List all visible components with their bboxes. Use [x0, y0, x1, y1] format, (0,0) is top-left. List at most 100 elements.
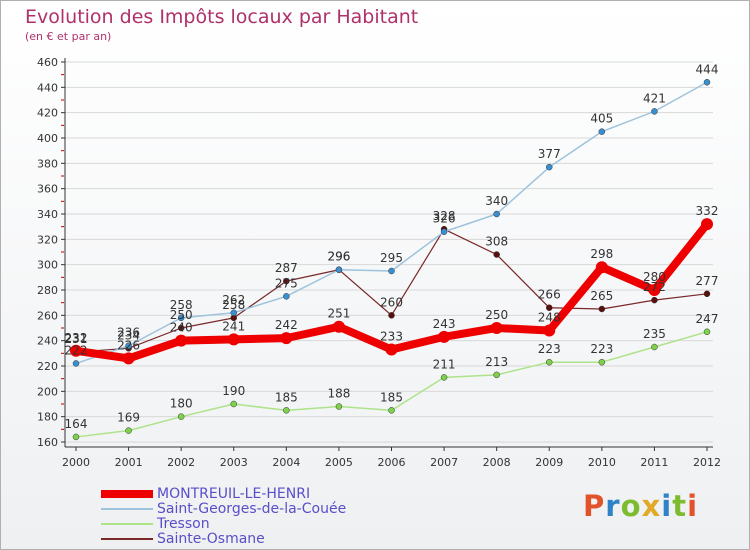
y-tick-label: 320 [37, 233, 58, 246]
data-point [598, 128, 606, 135]
x-tick-label: 2005 [325, 456, 353, 469]
y-tick-label: 240 [37, 335, 58, 348]
data-point [493, 210, 500, 218]
data-label: 223 [538, 342, 561, 356]
data-label: 213 [485, 355, 508, 369]
x-tick-label: 2002 [167, 456, 195, 469]
data-point [598, 358, 606, 366]
y-tick-label: 280 [37, 284, 58, 297]
data-point [72, 360, 80, 367]
data-label: 185 [380, 390, 403, 404]
data-label: 232 [65, 331, 88, 345]
data-label: 226 [117, 338, 140, 352]
data-point [543, 324, 556, 337]
data-point [595, 261, 608, 274]
data-label: 235 [643, 327, 666, 341]
y-tick-label: 200 [37, 385, 58, 398]
data-point [177, 413, 185, 420]
data-point [388, 407, 395, 414]
data-label: 248 [538, 311, 561, 325]
data-point [651, 296, 658, 304]
data-point [546, 304, 553, 311]
legend-swatch [101, 537, 153, 540]
data-label: 180 [170, 397, 193, 411]
data-label: 298 [590, 247, 613, 261]
legend-swatch [101, 489, 153, 498]
y-tick-label: 400 [37, 132, 58, 145]
y-tick-label: 440 [37, 81, 58, 94]
data-point [651, 343, 658, 351]
data-point [493, 371, 500, 379]
data-label: 272 [643, 280, 666, 294]
logo-letter: x [641, 489, 662, 523]
data-point [283, 293, 290, 300]
chart-subtitle: (en € et par an) [25, 30, 112, 43]
logo-letter: r [605, 489, 621, 523]
x-tick-label: 2007 [430, 456, 458, 469]
data-point [703, 79, 711, 86]
data-label: 308 [485, 235, 508, 249]
data-label: 260 [380, 295, 403, 309]
data-point [125, 427, 132, 434]
x-tick-label: 2009 [535, 456, 563, 469]
data-label: 247 [696, 312, 719, 326]
data-point [493, 251, 500, 258]
x-tick-label: 2003 [220, 456, 248, 469]
data-label: 296 [327, 250, 350, 264]
data-point [701, 218, 713, 231]
data-label: 211 [433, 357, 456, 371]
y-tick-label: 300 [37, 259, 58, 272]
data-label: 231 [65, 332, 88, 346]
data-label: 332 [696, 204, 719, 218]
data-point [648, 284, 661, 296]
data-point [280, 332, 293, 345]
logo-letter: i [661, 489, 673, 523]
x-tick-label: 2001 [115, 456, 143, 469]
data-label: 326 [433, 212, 456, 226]
data-label: 243 [433, 317, 456, 331]
data-label: 262 [222, 293, 245, 307]
legend-item: Sainte-Osmane [101, 531, 346, 547]
legend-label: Tresson [157, 515, 210, 532]
data-point [283, 407, 290, 414]
data-label: 185 [275, 390, 298, 404]
y-tick-label: 160 [37, 436, 58, 449]
data-point [651, 108, 658, 115]
chart-title: Evolution des Impôts locaux par Habitant [25, 6, 419, 28]
y-tick-label: 260 [37, 309, 58, 322]
y-tick-label: 420 [37, 107, 58, 120]
data-point [703, 328, 711, 336]
x-tick-label: 2004 [272, 456, 300, 469]
data-point [227, 333, 240, 346]
data-label: 188 [327, 387, 350, 401]
y-tick-label: 360 [37, 183, 58, 196]
data-point [230, 400, 237, 408]
data-label: 258 [222, 298, 245, 312]
data-label: 444 [696, 62, 719, 76]
y-tick-label: 460 [37, 56, 58, 69]
data-label: 250 [170, 308, 193, 322]
data-point [385, 343, 398, 356]
data-label: 265 [590, 289, 613, 303]
data-point [175, 334, 188, 347]
data-point [388, 267, 395, 275]
chart-legend: MONTREUIL-LE-HENRI Saint-Georges-de-la-Co… [101, 486, 346, 547]
data-label: 296 [327, 250, 350, 264]
data-label: 169 [117, 411, 140, 425]
data-point [388, 312, 395, 319]
data-point [546, 163, 553, 171]
data-label: 190 [222, 384, 245, 398]
logo-letter: t [672, 489, 688, 523]
data-point [598, 305, 606, 313]
y-tick-label: 220 [37, 360, 58, 373]
data-label: 277 [696, 274, 719, 288]
data-label: 377 [538, 147, 561, 161]
data-label: 242 [275, 318, 298, 332]
x-tick-label: 2008 [483, 456, 511, 469]
data-point [332, 320, 345, 333]
data-point [440, 228, 448, 235]
y-tick-label: 380 [37, 157, 58, 170]
y-tick-label: 340 [37, 208, 58, 221]
